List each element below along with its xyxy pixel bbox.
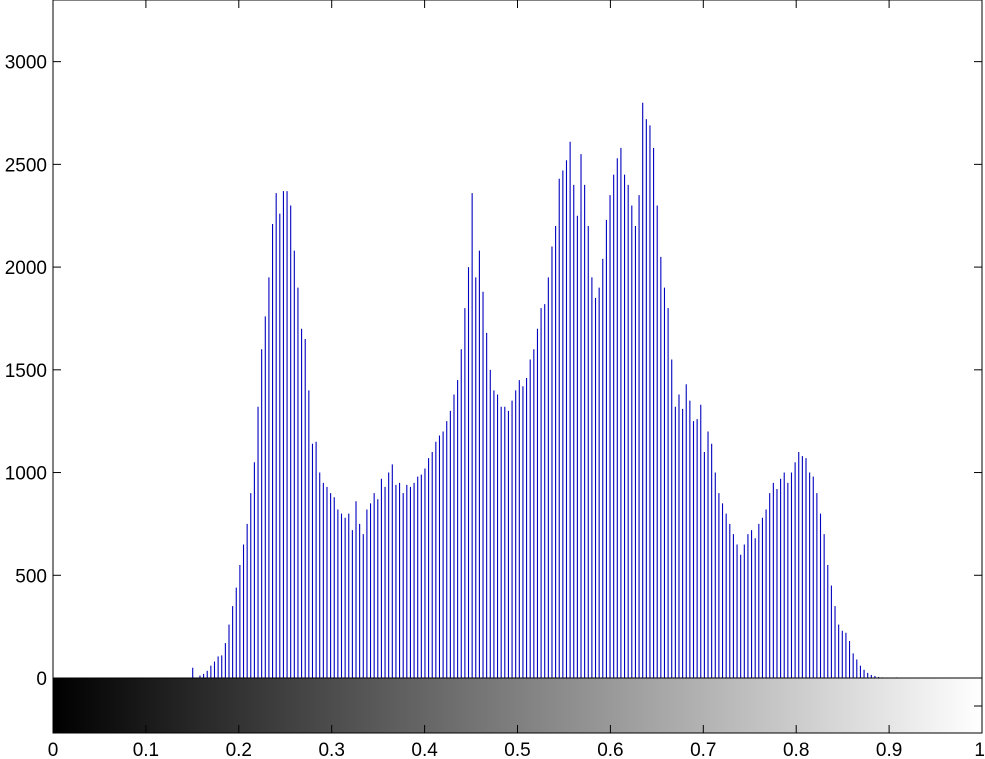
plot-background — [53, 0, 982, 678]
x-tick-label: 0.4 — [411, 740, 438, 759]
y-tick-label: 2000 — [5, 258, 47, 279]
x-tick-label: 0.3 — [318, 740, 344, 759]
axis-ticks — [52, 0, 983, 733]
y-tick-label: 1000 — [5, 464, 47, 485]
axis-tick-labels: 0 500 1000 1500 2000 2500 3000 0 0.1 0.2 0.3 0.4 0.5… — [5, 53, 985, 759]
x-tick-label: 1 — [974, 740, 985, 759]
x-tick-label: 0.2 — [226, 740, 252, 759]
x-tick-label: 0.7 — [690, 740, 716, 759]
x-tick-label: 0.9 — [876, 740, 902, 759]
x-tick-label: 0.1 — [133, 740, 159, 759]
y-tick-label: 500 — [15, 566, 47, 587]
histogram-bars — [192, 102, 898, 678]
y-tick-label: 0 — [36, 669, 47, 690]
colorbar — [53, 678, 982, 733]
x-tick-label: 0.5 — [504, 740, 530, 759]
y-tick-label: 2500 — [5, 155, 47, 176]
y-tick-label: 3000 — [5, 53, 47, 74]
y-tick-label: 1500 — [5, 361, 47, 382]
x-tick-label: 0.8 — [783, 740, 809, 759]
x-tick-label: 0 — [48, 740, 59, 759]
x-tick-label: 0.6 — [597, 740, 623, 759]
